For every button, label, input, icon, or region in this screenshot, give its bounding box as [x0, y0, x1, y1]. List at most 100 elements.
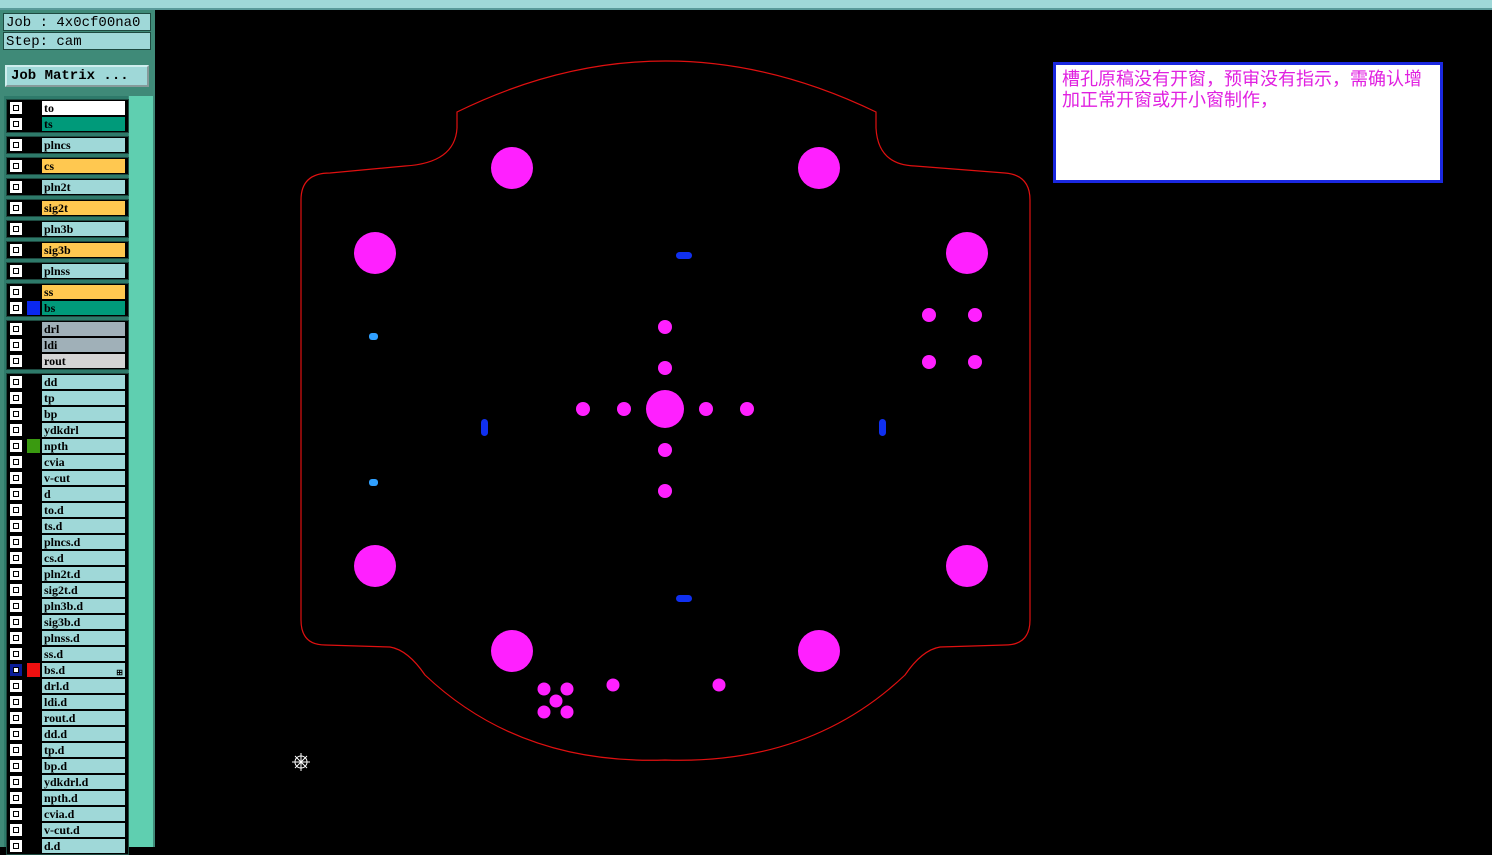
layer-checkbox[interactable] — [10, 840, 22, 852]
layer-name[interactable]: plnss.d — [42, 631, 125, 645]
layer-row-cs[interactable]: cs — [7, 158, 128, 174]
layer-name[interactable]: npth.d — [42, 791, 125, 805]
layer-name[interactable]: cvia — [42, 455, 125, 469]
layer-name[interactable]: to.d — [42, 503, 125, 517]
layer-row-pln2t.d[interactable]: pln2t.d — [7, 566, 128, 582]
layer-checkbox[interactable] — [10, 760, 22, 772]
layer-checkbox[interactable] — [10, 664, 22, 676]
layer-name[interactable]: sig2t.d — [42, 583, 125, 597]
layer-list-scrollbar[interactable] — [129, 96, 153, 847]
layer-name[interactable]: ts — [42, 117, 125, 131]
layer-row-bp.d[interactable]: bp.d — [7, 758, 128, 774]
layer-name[interactable]: pln2t — [42, 180, 125, 194]
layer-row-pln2t[interactable]: pln2t — [7, 179, 128, 195]
layer-color-swatch[interactable] — [27, 439, 40, 453]
layer-checkbox[interactable] — [10, 728, 22, 740]
layer-checkbox[interactable] — [10, 568, 22, 580]
layer-name[interactable]: rout.d — [42, 711, 125, 725]
layer-name[interactable]: v-cut — [42, 471, 125, 485]
layer-row-cs.d[interactable]: cs.d — [7, 550, 128, 566]
layer-row-pln3b[interactable]: pln3b — [7, 221, 128, 237]
layer-row-ss[interactable]: ss — [7, 284, 128, 300]
layer-checkbox[interactable] — [10, 302, 22, 314]
layer-checkbox[interactable] — [10, 680, 22, 692]
layer-color-swatch[interactable] — [27, 663, 40, 677]
layer-name[interactable]: npth — [42, 439, 125, 453]
layer-name[interactable]: to — [42, 101, 125, 115]
layer-checkbox[interactable] — [10, 440, 22, 452]
layer-name[interactable]: d — [42, 487, 125, 501]
layer-name[interactable]: v-cut.d — [42, 823, 125, 837]
layer-row-ts.d[interactable]: ts.d — [7, 518, 128, 534]
layer-name[interactable]: ss.d — [42, 647, 125, 661]
layer-checkbox[interactable] — [10, 696, 22, 708]
layer-color-swatch[interactable] — [27, 301, 40, 315]
layer-checkbox[interactable] — [10, 376, 22, 388]
layer-name[interactable]: ydkdrl — [42, 423, 125, 437]
layer-checkbox[interactable] — [10, 712, 22, 724]
layer-row-plnss.d[interactable]: plnss.d — [7, 630, 128, 646]
layer-row-tp[interactable]: tp — [7, 390, 128, 406]
layer-checkbox[interactable] — [10, 536, 22, 548]
layer-name[interactable]: cs.d — [42, 551, 125, 565]
layer-name[interactable]: tp — [42, 391, 125, 405]
layer-row-bp[interactable]: bp — [7, 406, 128, 422]
layer-checkbox[interactable] — [10, 408, 22, 420]
layer-name[interactable]: bs — [42, 301, 125, 315]
layer-checkbox[interactable] — [10, 223, 22, 235]
layer-name[interactable]: cs — [42, 159, 125, 173]
layer-checkbox[interactable] — [10, 792, 22, 804]
layer-row-pln3b.d[interactable]: pln3b.d — [7, 598, 128, 614]
layer-checkbox[interactable] — [10, 392, 22, 404]
layer-checkbox[interactable] — [10, 600, 22, 612]
layer-row-drl.d[interactable]: drl.d — [7, 678, 128, 694]
layer-row-ldi.d[interactable]: ldi.d — [7, 694, 128, 710]
layer-row-d[interactable]: d — [7, 486, 128, 502]
layer-checkbox[interactable] — [10, 824, 22, 836]
layer-row-rout[interactable]: rout — [7, 353, 128, 369]
layer-checkbox[interactable] — [10, 102, 22, 114]
layer-checkbox[interactable] — [10, 181, 22, 193]
layer-checkbox[interactable] — [10, 118, 22, 130]
layer-checkbox[interactable] — [10, 139, 22, 151]
layer-row-ss.d[interactable]: ss.d — [7, 646, 128, 662]
layer-row-ydkdrl.d[interactable]: ydkdrl.d — [7, 774, 128, 790]
layer-row-to[interactable]: to — [7, 100, 128, 116]
layer-name[interactable]: pln2t.d — [42, 567, 125, 581]
layer-row-plncs.d[interactable]: plncs.d — [7, 534, 128, 550]
layer-row-to.d[interactable]: to.d — [7, 502, 128, 518]
layer-row-npth.d[interactable]: npth.d — [7, 790, 128, 806]
layer-name[interactable]: plncs — [42, 138, 125, 152]
layer-name[interactable]: drl.d — [42, 679, 125, 693]
layer-name[interactable]: ldi.d — [42, 695, 125, 709]
layer-row-dd[interactable]: dd — [7, 374, 128, 390]
layer-checkbox[interactable] — [10, 488, 22, 500]
layer-checkbox[interactable] — [10, 776, 22, 788]
layer-row-plnss[interactable]: plnss — [7, 263, 128, 279]
job-matrix-button[interactable]: Job Matrix ... — [5, 65, 149, 87]
layer-name[interactable]: dd.d — [42, 727, 125, 741]
layer-name[interactable]: bp.d — [42, 759, 125, 773]
layer-name[interactable]: rout — [42, 354, 125, 368]
layer-name[interactable]: ldi — [42, 338, 125, 352]
layer-checkbox[interactable] — [10, 456, 22, 468]
layer-name[interactable]: d.d — [42, 839, 125, 853]
layer-row-ldi[interactable]: ldi — [7, 337, 128, 353]
layer-name[interactable]: cvia.d — [42, 807, 125, 821]
layer-row-drl[interactable]: drl — [7, 321, 128, 337]
layer-checkbox[interactable] — [10, 472, 22, 484]
layer-checkbox[interactable] — [10, 504, 22, 516]
layer-checkbox[interactable] — [10, 244, 22, 256]
layer-checkbox[interactable] — [10, 202, 22, 214]
layer-row-plncs[interactable]: plncs — [7, 137, 128, 153]
layer-row-sig3b.d[interactable]: sig3b.d — [7, 614, 128, 630]
layer-row-sig2t.d[interactable]: sig2t.d — [7, 582, 128, 598]
layer-checkbox[interactable] — [10, 648, 22, 660]
layer-row-d.d[interactable]: d.d — [7, 838, 128, 854]
layer-row-v-cut[interactable]: v-cut — [7, 470, 128, 486]
layer-name[interactable]: tp.d — [42, 743, 125, 757]
layer-row-tp.d[interactable]: tp.d — [7, 742, 128, 758]
layer-name[interactable]: plnss — [42, 264, 125, 278]
layer-name[interactable]: sig3b — [42, 243, 125, 257]
layer-row-ts[interactable]: ts — [7, 116, 128, 132]
